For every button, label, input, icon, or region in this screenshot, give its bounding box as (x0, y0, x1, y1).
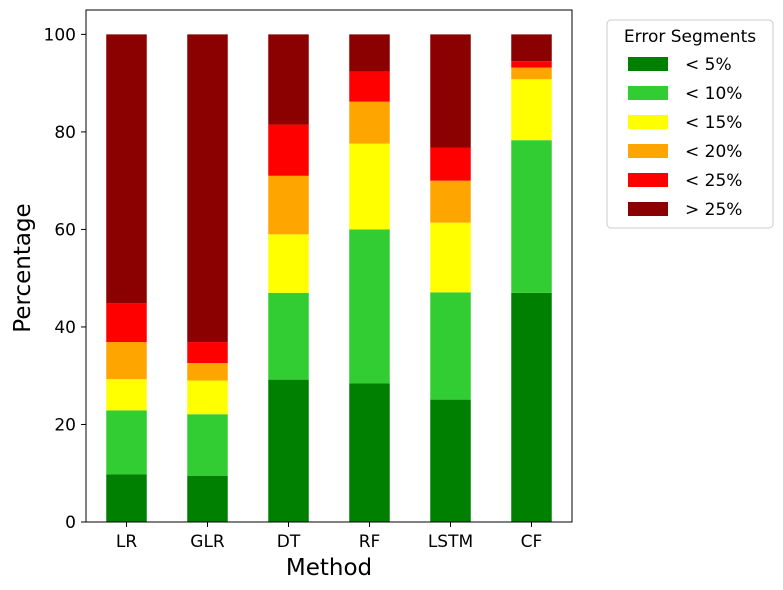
bar-rf-seg-2 (349, 143, 390, 230)
legend-label: < 25% (685, 171, 742, 191)
x-axis: LR GLR DT RF LSTM CF (116, 522, 542, 552)
bar-cf-seg-1 (511, 140, 552, 293)
bar-rf-seg-1 (349, 229, 390, 384)
bar-lstm-seg-4 (430, 147, 471, 181)
bar-lr-seg-5 (106, 34, 147, 304)
bar-glr-seg-5 (187, 34, 228, 343)
legend-swatch (628, 202, 668, 216)
legend-title: Error Segments (624, 27, 756, 47)
x-tick-label: LSTM (428, 532, 473, 552)
bar-lstm-seg-3 (430, 180, 471, 223)
bar-dt-seg-3 (268, 175, 309, 235)
y-tick-label: 0 (65, 513, 76, 533)
y-tick-label: 100 (44, 25, 76, 45)
bar-glr-seg-2 (187, 380, 228, 415)
bar-rf-seg-5 (349, 34, 390, 72)
y-axis: 0 20 40 60 80 100 (44, 25, 86, 533)
bar-glr-seg-3 (187, 363, 228, 381)
bar-lr-seg-0 (106, 474, 147, 522)
bar-glr-seg-1 (187, 414, 228, 476)
legend-label: < 10% (685, 84, 742, 104)
legend-label: > 25% (685, 200, 742, 220)
y-tick-label: 20 (54, 415, 76, 435)
bar-rf-seg-4 (349, 71, 390, 102)
y-tick-label: 60 (54, 220, 76, 240)
legend-swatch (628, 115, 668, 129)
x-axis-label: Method (286, 555, 372, 581)
x-tick-label: CF (521, 532, 543, 552)
bar-dt-seg-0 (268, 379, 309, 522)
legend-swatch (628, 144, 668, 158)
legend-swatch (628, 86, 668, 100)
bar-dt-seg-1 (268, 292, 309, 380)
legend-items: < 5% < 10% < 15% < 20% < 25% > 25% (628, 55, 742, 220)
bar-lr-seg-4 (106, 303, 147, 343)
legend-swatch (628, 173, 668, 187)
bars-group (106, 34, 552, 522)
bar-lr-seg-1 (106, 410, 147, 475)
legend-label: < 5% (685, 55, 732, 75)
legend-label: < 20% (685, 142, 742, 162)
bar-lstm-seg-2 (430, 222, 471, 293)
x-tick-label: DT (277, 532, 301, 552)
bar-cf-seg-4 (511, 61, 552, 68)
plot-frame (85, 9, 573, 523)
bar-cf-seg-0 (511, 292, 552, 522)
bar-lstm-seg-1 (430, 292, 471, 400)
bar-lstm-seg-5 (430, 34, 471, 148)
bar-glr-seg-0 (187, 475, 228, 522)
bar-lr-seg-2 (106, 379, 147, 411)
y-axis-label: Percentage (10, 203, 36, 332)
bar-lstm-seg-0 (430, 399, 471, 522)
bar-cf-seg-5 (511, 34, 552, 62)
bar-lr-seg-3 (106, 342, 147, 380)
legend-swatch (628, 57, 668, 71)
bar-glr-seg-4 (187, 342, 228, 364)
y-tick-label: 80 (54, 123, 76, 143)
bar-dt-seg-5 (268, 34, 309, 125)
x-tick-label: RF (359, 532, 381, 552)
legend-label: < 15% (685, 113, 742, 133)
bar-dt-seg-2 (268, 234, 309, 293)
x-tick-label: GLR (190, 532, 225, 552)
bar-dt-seg-4 (268, 124, 309, 176)
bar-cf-seg-3 (511, 67, 552, 80)
bar-rf-seg-0 (349, 383, 390, 522)
legend: Error Segments < 5% < 10% < 15% < 20% < 25% >… (606, 19, 774, 229)
x-tick-label: LR (116, 532, 137, 552)
bar-cf-seg-2 (511, 79, 552, 141)
y-tick-label: 40 (54, 318, 76, 338)
bar-rf-seg-3 (349, 101, 390, 144)
